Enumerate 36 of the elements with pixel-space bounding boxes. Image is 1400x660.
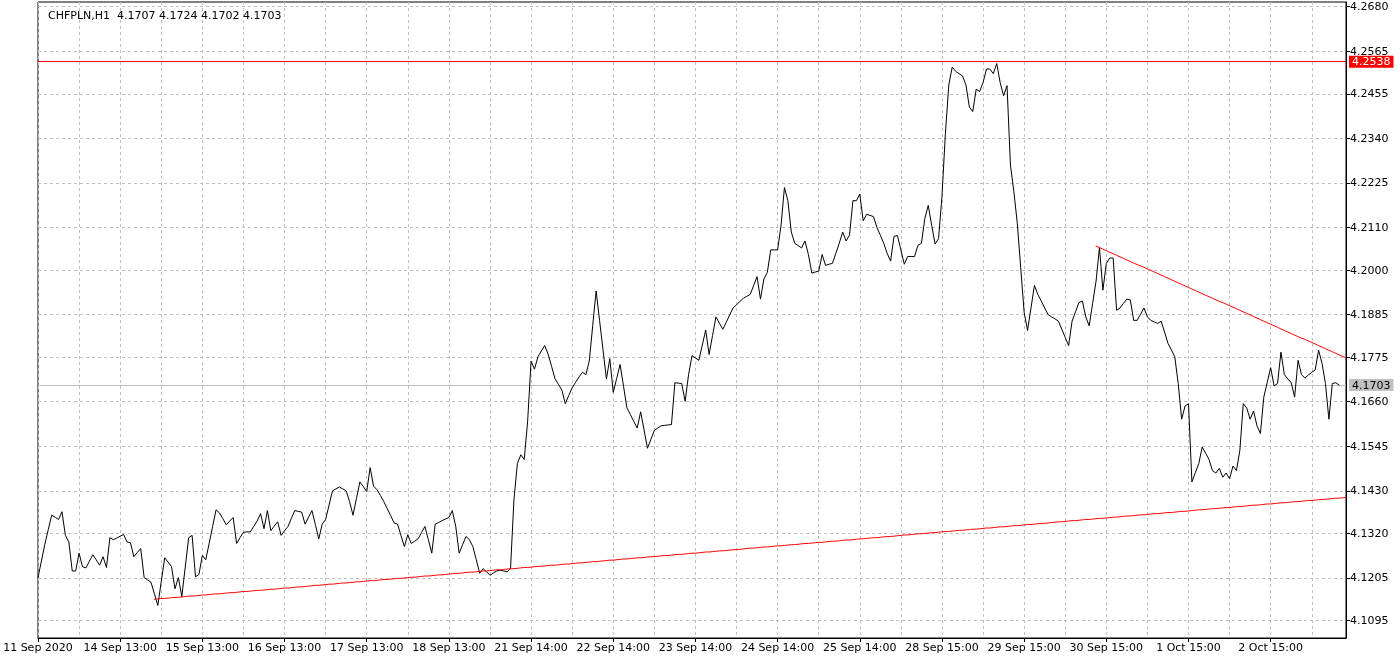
x-tick-label: 29 Sep 15:00 — [987, 641, 1061, 654]
y-tick-label: 4.1775 — [1350, 350, 1389, 364]
x-tick-label: 17 Sep 13:00 — [329, 641, 404, 654]
line-series — [1095, 245, 1347, 359]
y-tick-label: 4.2110 — [1350, 220, 1389, 234]
y-tick-label: 4.1095 — [1350, 614, 1389, 628]
x-tick-label: 25 Sep 14:00 — [823, 641, 897, 654]
x-tick-label: 28 Sep 15:00 — [905, 641, 979, 654]
x-tick-label: 21 Sep 14:00 — [494, 641, 568, 654]
x-tick-label: 1 Oct 15:00 — [1156, 641, 1221, 654]
x-tick-label: 24 Sep 14:00 — [740, 641, 815, 654]
line-series — [153, 496, 1347, 600]
y-tick-label: 4.1430 — [1350, 484, 1389, 498]
x-tick-label: 11 Sep 2020 — [3, 641, 73, 654]
x-tick-label: 30 Sep 15:00 — [1069, 641, 1144, 654]
x-tick-label: 2 Oct 15:00 — [1238, 641, 1304, 654]
ref-line-label: 4.2538 — [1352, 55, 1391, 69]
y-tick-label: 4.2340 — [1350, 131, 1389, 145]
y-tick-label: 4.1885 — [1350, 308, 1389, 322]
y-tick-label: 4.1205 — [1350, 571, 1389, 585]
y-tick-label: 4.2680 — [1350, 0, 1389, 14]
x-tick-label: 22 Sep 14:00 — [576, 641, 650, 654]
y-tick-label: 4.1320 — [1350, 526, 1389, 540]
y-tick-label: 4.2000 — [1350, 263, 1389, 277]
y-tick-label: 4.1545 — [1350, 439, 1389, 453]
x-tick-label: 23 Sep 14:00 — [658, 641, 733, 654]
y-tick-label: 4.2565 — [1350, 44, 1389, 58]
y-tick-label: 4.2225 — [1350, 176, 1389, 190]
text: CHFPLN,H1 4.1707 4.1724 4.1702 4.1703 — [48, 9, 282, 22]
ref-line-label: 4.1703 — [1352, 378, 1391, 392]
x-tick-label: 16 Sep 13:00 — [247, 641, 322, 654]
x-tick-label: 15 Sep 13:00 — [165, 641, 240, 654]
y-tick-label: 4.2455 — [1350, 87, 1389, 101]
x-tick-label: 18 Sep 13:00 — [412, 641, 486, 654]
y-tick-label: 4.1660 — [1350, 395, 1389, 409]
x-tick-label: 14 Sep 13:00 — [83, 641, 157, 654]
